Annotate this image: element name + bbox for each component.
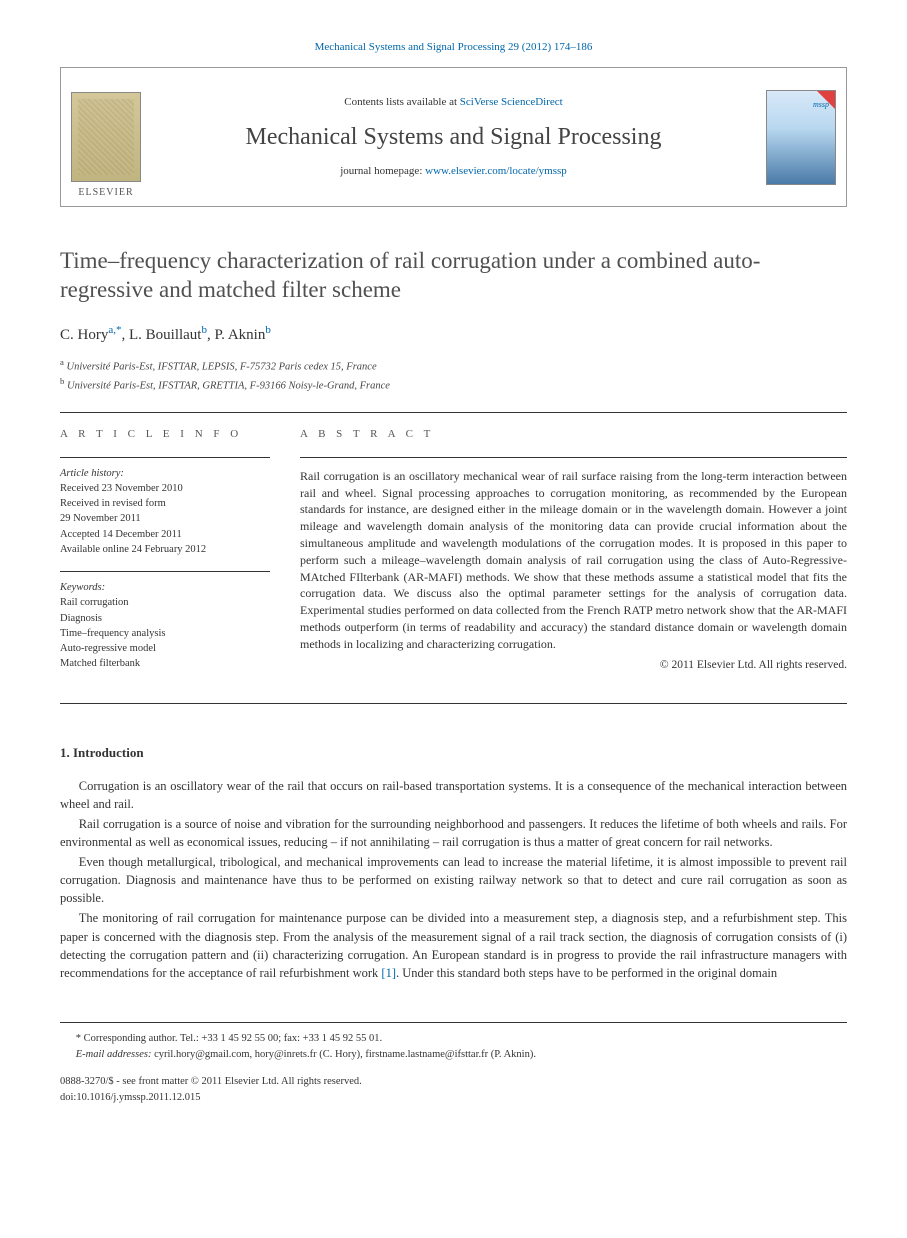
front-matter-line: 0888-3270/$ - see front matter © 2011 El… <box>60 1074 847 1090</box>
intro-para-4: The monitoring of rail corrugation for m… <box>60 909 847 982</box>
abstract-heading: A B S T R A C T <box>300 427 847 442</box>
author-2: , L. Bouillaut <box>121 327 201 343</box>
abstract-column: A B S T R A C T Rail corrugation is an o… <box>300 427 847 685</box>
author-1-affil-sup: a, <box>108 324 116 336</box>
keyword: Matched filterbank <box>60 656 270 671</box>
abstract-text: Rail corrugation is an oscillatory mecha… <box>300 468 847 653</box>
top-citation: Mechanical Systems and Signal Processing… <box>60 40 847 55</box>
journal-cover-thumb: mssp <box>766 90 836 185</box>
homepage-line: journal homepage: www.elsevier.com/locat… <box>161 164 746 179</box>
article-history-block: Article history: Received 23 November 20… <box>60 466 270 557</box>
doi-line: doi:10.1016/j.ymssp.2011.12.015 <box>60 1090 847 1106</box>
intro-para-3: Even though metallurgical, tribological,… <box>60 853 847 907</box>
history-label: Article history: <box>60 466 270 481</box>
email-label: E-mail addresses: <box>76 1049 152 1060</box>
homepage-link[interactable]: www.elsevier.com/locate/ymssp <box>425 165 567 177</box>
abstract-rule <box>300 457 847 458</box>
corresponding-author-note: * Corresponding author. Tel.: +33 1 45 9… <box>60 1031 847 1047</box>
info-rule-1 <box>60 457 270 458</box>
publisher-name: ELSEVIER <box>78 186 133 200</box>
keyword: Diagnosis <box>60 611 270 626</box>
introduction-section: 1. Introduction Corrugation is an oscill… <box>60 744 847 982</box>
affiliations: a Université Paris-Est, IFSTTAR, LEPSIS,… <box>60 356 847 395</box>
author-3: , P. Aknin <box>207 327 265 343</box>
authors-line: C. Horya,*, L. Bouillautb, P. Akninb <box>60 323 847 346</box>
keyword: Rail corrugation <box>60 595 270 610</box>
keywords-label: Keywords: <box>60 580 270 595</box>
article-info-column: A R T I C L E I N F O Article history: R… <box>60 427 270 685</box>
footnotes: * Corresponding author. Tel.: +33 1 45 9… <box>60 1022 847 1063</box>
article-info-heading: A R T I C L E I N F O <box>60 427 270 442</box>
keywords-block: Keywords: Rail corrugation Diagnosis Tim… <box>60 580 270 671</box>
info-abstract-row: A R T I C L E I N F O Article history: R… <box>60 413 847 703</box>
history-line: Received in revised form <box>60 496 270 511</box>
author-1: C. Hory <box>60 327 108 343</box>
intro-para-1: Corrugation is an oscillatory wear of th… <box>60 777 847 813</box>
elsevier-tree-icon <box>71 92 141 182</box>
email-addresses: cyril.hory@gmail.com, hory@inrets.fr (C.… <box>151 1049 535 1060</box>
article-title: Time–frequency characterization of rail … <box>60 247 847 305</box>
publisher-logo-cell: ELSEVIER <box>61 68 151 206</box>
sciencedirect-link[interactable]: SciVerse ScienceDirect <box>460 96 563 108</box>
history-line: 29 November 2011 <box>60 511 270 526</box>
abstract-copyright: © 2011 Elsevier Ltd. All rights reserved… <box>300 657 847 673</box>
footer-meta: 0888-3270/$ - see front matter © 2011 El… <box>60 1074 847 1106</box>
ref-link-1[interactable]: [1] <box>381 966 396 980</box>
info-rule-2 <box>60 571 270 572</box>
email-line: E-mail addresses: cyril.hory@gmail.com, … <box>60 1047 847 1063</box>
cover-label: mssp <box>813 99 829 110</box>
keyword: Auto-regressive model <box>60 641 270 656</box>
bottom-rule <box>60 703 847 704</box>
keyword: Time–frequency analysis <box>60 626 270 641</box>
intro-p4-text-b: . Under this standard both steps have to… <box>396 966 777 980</box>
section-heading: 1. Introduction <box>60 744 847 762</box>
history-line: Received 23 November 2010 <box>60 481 270 496</box>
affil-a: Université Paris-Est, IFSTTAR, LEPSIS, F… <box>64 361 377 372</box>
cover-cell: mssp <box>756 68 846 206</box>
affil-b: Université Paris-Est, IFSTTAR, GRETTIA, … <box>64 381 390 392</box>
intro-para-2: Rail corrugation is a source of noise an… <box>60 815 847 851</box>
author-3-affil-sup: b <box>265 324 271 336</box>
history-line: Accepted 14 December 2011 <box>60 527 270 542</box>
journal-name: Mechanical Systems and Signal Processing <box>161 121 746 155</box>
history-line: Available online 24 February 2012 <box>60 542 270 557</box>
contents-prefix: Contents lists available at <box>344 96 459 108</box>
homepage-prefix: journal homepage: <box>340 165 425 177</box>
journal-header-box: ELSEVIER Contents lists available at Sci… <box>60 67 847 207</box>
header-center: Contents lists available at SciVerse Sci… <box>151 68 756 206</box>
contents-line: Contents lists available at SciVerse Sci… <box>161 95 746 110</box>
